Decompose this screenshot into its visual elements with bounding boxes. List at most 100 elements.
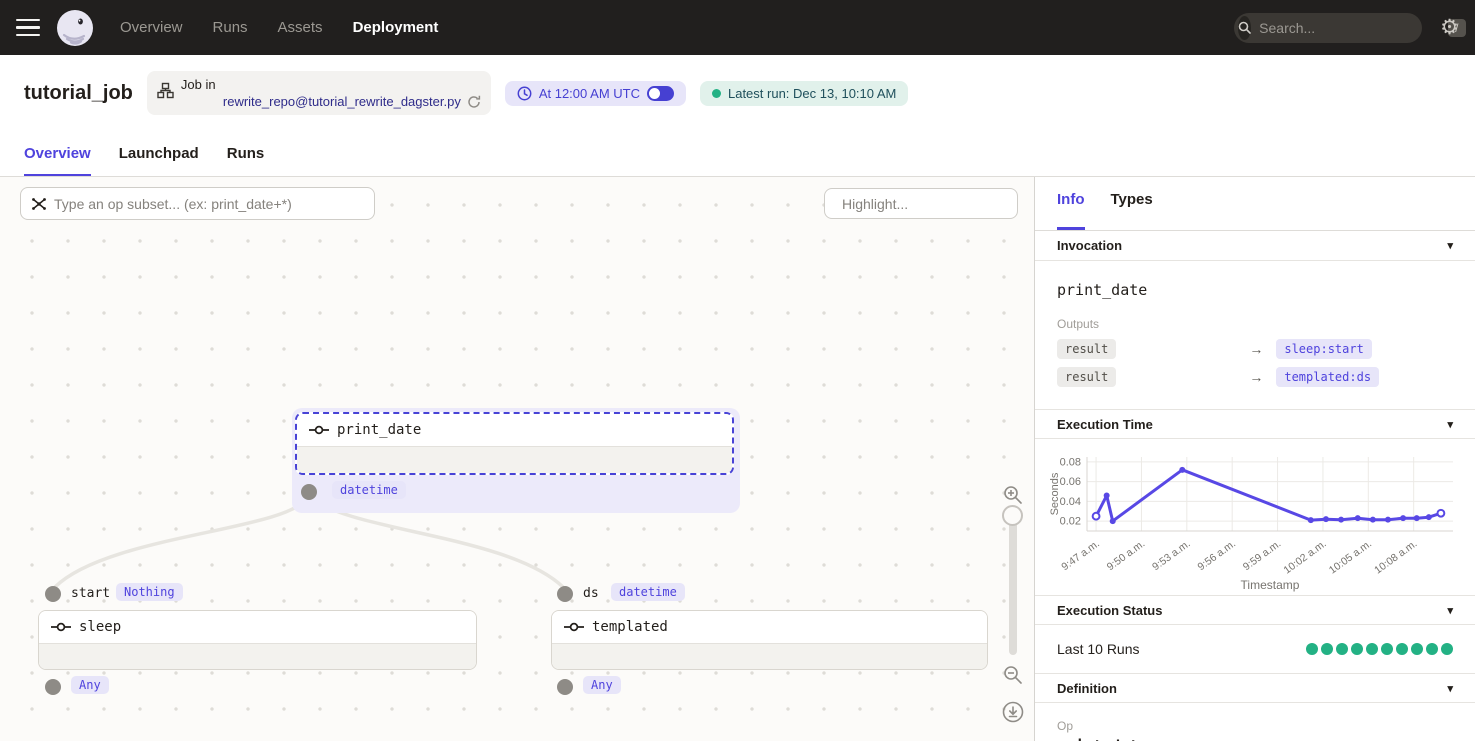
output-mapping-row: result → sleep:start	[1057, 339, 1453, 359]
chevron-down-icon[interactable]: ▾	[1447, 240, 1453, 252]
op-details-panel: Info Types Invocation ▾ print_date Outpu…	[1035, 177, 1475, 741]
op-subset-filter[interactable]	[20, 187, 375, 220]
run-dot[interactable]	[1411, 643, 1423, 655]
output-name-badge: result	[1057, 367, 1117, 387]
input-type-badge[interactable]: Nothing	[116, 583, 183, 601]
search-shortcut-badge: /	[1448, 18, 1466, 37]
input-port-label: ds	[583, 586, 599, 601]
op-node-print-date[interactable]: print_date	[295, 412, 734, 475]
reload-icon[interactable]	[467, 95, 481, 109]
chevron-down-icon[interactable]: ▾	[1447, 418, 1453, 431]
run-dot[interactable]	[1351, 643, 1363, 655]
top-nav: Overview Runs Assets Deployment / ⚙	[0, 0, 1475, 55]
op-selector-icon	[32, 197, 46, 210]
tab-types[interactable]: Types	[1110, 191, 1153, 208]
svg-text:Seconds: Seconds	[1049, 472, 1061, 515]
output-type-badge[interactable]: Any	[71, 676, 109, 694]
input-type-badge[interactable]: datetime	[611, 583, 685, 601]
nav-item-assets[interactable]: Assets	[277, 19, 323, 36]
schedule-toggle[interactable]	[646, 85, 674, 101]
highlight-filter[interactable]	[824, 188, 1023, 219]
repo-location-link[interactable]: rewrite_repo@tutorial_rewrite_dagster.py	[222, 94, 461, 109]
run-dot[interactable]	[1426, 643, 1438, 655]
tab-runs[interactable]: Runs	[226, 145, 265, 162]
latest-run-value: Dec 13, 10:10 AM	[793, 85, 897, 101]
latest-run-label: Latest run:	[727, 85, 790, 101]
zoom-in-icon[interactable]	[1003, 485, 1023, 505]
svg-text:10:05 a.m.: 10:05 a.m.	[1327, 538, 1374, 577]
op-node-label: templated	[592, 619, 668, 635]
section-title: Invocation	[1057, 238, 1123, 253]
op-icon	[51, 622, 71, 632]
panel-tabs: Info Types	[1035, 177, 1475, 231]
section-definition[interactable]: Definition ▾	[1035, 673, 1475, 703]
output-port[interactable]	[301, 484, 317, 500]
zoom-slider-handle[interactable]	[1002, 505, 1023, 526]
run-dot[interactable]	[1321, 643, 1333, 655]
download-graph-icon[interactable]	[1002, 701, 1024, 723]
schedule-pill[interactable]: At 12:00 AM UTC	[504, 80, 686, 106]
chevron-down-icon[interactable]: ▾	[1447, 682, 1453, 695]
page-title: tutorial_job	[24, 81, 133, 104]
clock-icon	[517, 86, 532, 100]
svg-text:9:50 a.m.: 9:50 a.m.	[1105, 538, 1147, 573]
zoom-out-icon[interactable]	[1003, 665, 1023, 685]
highlight-input[interactable]	[842, 195, 1023, 212]
op-kind-label: Op	[1057, 719, 1074, 733]
tab-info[interactable]: Info	[1057, 191, 1085, 230]
nav-item-overview[interactable]: Overview	[120, 19, 183, 36]
run-dot[interactable]	[1336, 643, 1348, 655]
invocation-op-name: print_date	[1057, 281, 1148, 299]
run-dot[interactable]	[1306, 643, 1318, 655]
latest-run-pill[interactable]: Latest run: Dec 13, 10:10 AM	[699, 80, 909, 106]
run-dot[interactable]	[1366, 643, 1378, 655]
op-node-sleep[interactable]: sleep	[38, 610, 477, 670]
run-dot[interactable]	[1381, 643, 1393, 655]
output-target-badge[interactable]: sleep:start	[1276, 339, 1372, 359]
global-search[interactable]: /	[1234, 12, 1466, 43]
section-title: Execution Time	[1057, 416, 1153, 432]
nav-item-deployment[interactable]: Deployment	[352, 19, 439, 36]
op-node-label: sleep	[79, 619, 122, 635]
output-type-badge[interactable]: Any	[583, 676, 621, 694]
input-port[interactable]	[45, 586, 61, 602]
op-graph-canvas[interactable]: print_date datetime start Nothing sleep …	[0, 177, 1035, 741]
section-execution-status[interactable]: Execution Status ▾	[1035, 595, 1475, 625]
arrow-right-icon: →	[1249, 369, 1264, 385]
output-port[interactable]	[557, 679, 573, 695]
line-chart: 0.02 0.04 0.06 0.08 9:47 a.m. 9:50 a.m. 9:53 a…	[1049, 456, 1453, 592]
zoom-slider[interactable]	[1002, 505, 1023, 655]
tab-overview[interactable]: Overview	[24, 145, 91, 176]
op-subset-input[interactable]	[54, 195, 364, 212]
section-title: Execution Status	[1057, 602, 1163, 618]
run-status-dots[interactable]	[1306, 643, 1453, 655]
nav-item-runs[interactable]: Runs	[212, 19, 248, 36]
menu-icon[interactable]	[16, 18, 40, 37]
run-dot[interactable]	[1396, 643, 1408, 655]
section-execution-time[interactable]: Execution Time ▾	[1035, 409, 1475, 439]
last-runs-label: Last 10 Runs	[1057, 641, 1140, 657]
chevron-down-icon[interactable]: ▾	[1447, 604, 1453, 617]
run-dot[interactable]	[1441, 643, 1453, 655]
definition-body: Op print_date	[1035, 703, 1475, 741]
input-port[interactable]	[557, 586, 573, 602]
section-invocation[interactable]: Invocation ▾	[1035, 231, 1475, 261]
output-type-badge[interactable]: datetime	[332, 481, 406, 499]
schedule-label: At 12:00 AM UTC	[538, 85, 640, 101]
section-title: Definition	[1057, 680, 1117, 696]
svg-text:9:53 a.m.: 9:53 a.m.	[1150, 538, 1192, 573]
gear-icon[interactable]: ⚙	[1440, 16, 1459, 39]
svg-text:9:56 a.m.: 9:56 a.m.	[1195, 538, 1237, 573]
arrow-right-icon: →	[1249, 341, 1264, 357]
tab-launchpad[interactable]: Launchpad	[118, 145, 199, 162]
input-port-label: start	[71, 586, 111, 601]
job-location-pill[interactable]: Job in rewrite_repo@tutorial_rewrite_dag…	[146, 71, 491, 115]
output-port[interactable]	[45, 679, 61, 695]
job-in-label: Job in	[180, 77, 216, 92]
svg-text:0.08: 0.08	[1060, 456, 1081, 468]
output-mapping-row: result → templated:ds	[1057, 367, 1453, 387]
search-input[interactable]	[1251, 19, 1449, 36]
op-node-templated[interactable]: templated	[551, 610, 988, 670]
dagster-logo-icon[interactable]	[56, 9, 94, 47]
output-target-badge[interactable]: templated:ds	[1276, 367, 1380, 387]
